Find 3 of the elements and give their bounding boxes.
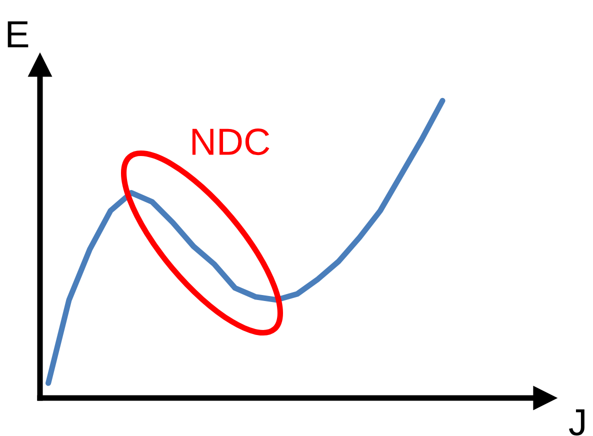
x-axis-title: J [569, 409, 584, 436]
y-axis-title: E [8, 21, 28, 48]
annotation: NDC [192, 128, 270, 156]
